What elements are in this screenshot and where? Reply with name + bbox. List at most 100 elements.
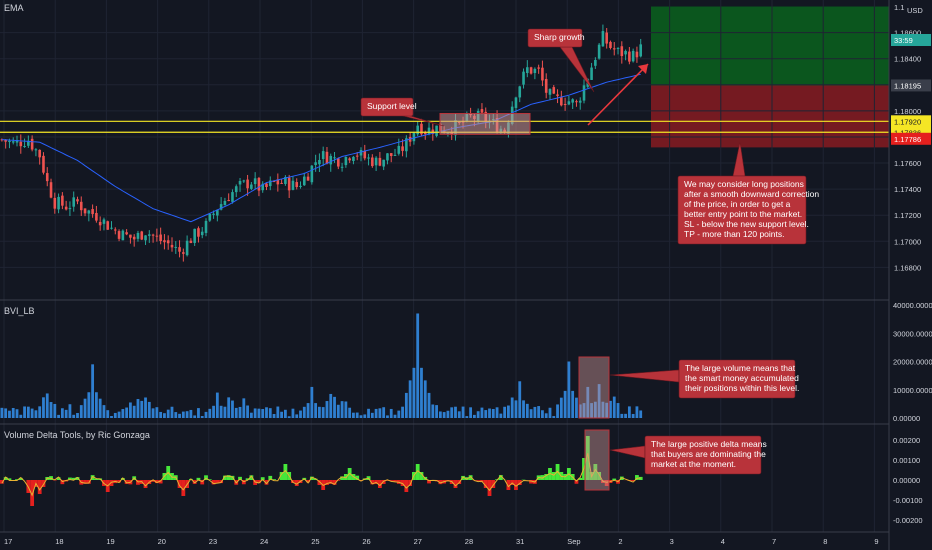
candle-body[interactable] [427, 127, 431, 135]
candle-body[interactable] [548, 88, 552, 95]
candle-body[interactable] [631, 50, 635, 62]
candle-body[interactable] [4, 139, 7, 142]
candle-body[interactable] [544, 78, 548, 93]
candle-body[interactable] [514, 97, 518, 108]
candle-body[interactable] [253, 178, 257, 185]
candle-body[interactable] [216, 209, 219, 216]
candle-body[interactable] [272, 180, 276, 182]
candle-body[interactable] [144, 235, 147, 241]
candle-body[interactable] [355, 155, 359, 157]
candle-body[interactable] [42, 155, 45, 173]
candles[interactable] [0, 24, 643, 262]
candle-body[interactable] [480, 109, 484, 113]
candle-body[interactable] [393, 154, 397, 156]
volume-callout-box[interactable] [678, 359, 796, 399]
candle-body[interactable] [125, 232, 128, 235]
candle-body[interactable] [412, 132, 416, 142]
candle-body[interactable] [628, 51, 631, 62]
candle-body[interactable] [68, 208, 72, 210]
delta-pane-title[interactable]: Volume Delta Tools, by Ric Gonzaga [4, 430, 150, 440]
time-axis[interactable]: 17 18 19 20 23 24 25 26 27 28 31 Sep 2 3 4 7 8 9 [4, 537, 879, 546]
sharp-growth-callout-box[interactable] [527, 28, 583, 48]
candle-body[interactable] [529, 67, 533, 74]
candle-body[interactable] [132, 236, 136, 240]
stop-loss-box[interactable] [651, 85, 889, 148]
candle-body[interactable] [27, 140, 30, 146]
candle-body[interactable] [242, 180, 246, 182]
candle-body[interactable] [276, 179, 280, 185]
support-level-callout-box[interactable] [360, 97, 414, 117]
candle-body[interactable] [363, 151, 367, 159]
candle-body[interactable] [612, 48, 616, 50]
candle-body[interactable] [609, 41, 612, 48]
candle-body[interactable] [541, 67, 544, 81]
candle-body[interactable] [79, 201, 83, 211]
take-profit-box[interactable] [651, 6, 889, 86]
candle-body[interactable] [371, 157, 374, 167]
candle-body[interactable] [567, 101, 571, 105]
candle-body[interactable] [314, 162, 317, 166]
candle-body[interactable] [401, 146, 404, 151]
candle-body[interactable] [601, 31, 605, 47]
candle-body[interactable] [295, 182, 299, 188]
candle-body[interactable] [91, 209, 94, 215]
candle-body[interactable] [299, 185, 302, 187]
candle-body[interactable] [639, 44, 643, 57]
candle-body[interactable] [578, 100, 582, 103]
candle-body[interactable] [287, 177, 291, 191]
candle-body[interactable] [416, 125, 419, 135]
candle-body[interactable] [200, 231, 204, 236]
candle-body[interactable] [178, 247, 181, 252]
candle-body[interactable] [38, 149, 41, 158]
candle-body[interactable] [302, 176, 306, 186]
candle-body[interactable] [223, 200, 227, 206]
candle-body[interactable] [624, 50, 627, 55]
candle-body[interactable] [23, 145, 26, 147]
candle-body[interactable] [526, 67, 529, 74]
candle-body[interactable] [57, 196, 60, 210]
candle-body[interactable] [151, 234, 155, 236]
candle-body[interactable] [571, 99, 574, 103]
candle-body[interactable] [374, 157, 378, 166]
candle-body[interactable] [605, 32, 608, 44]
candle-body[interactable] [208, 213, 212, 221]
candle-body[interactable] [113, 229, 117, 231]
candle-body[interactable] [117, 231, 121, 239]
candle-body[interactable] [620, 46, 624, 57]
candle-body[interactable] [193, 228, 196, 243]
candle-body[interactable] [321, 151, 325, 160]
candle-body[interactable] [329, 155, 333, 165]
candle-body[interactable] [333, 157, 336, 159]
candle-body[interactable] [635, 51, 639, 58]
candle-body[interactable] [219, 204, 223, 210]
candle-body[interactable] [348, 158, 351, 161]
candle-body[interactable] [552, 87, 556, 94]
candle-body[interactable] [616, 47, 620, 49]
candle-body[interactable] [382, 159, 385, 167]
candle-body[interactable] [522, 71, 525, 85]
candle-body[interactable] [166, 240, 170, 244]
candle-body[interactable] [129, 234, 132, 238]
candle-body[interactable] [140, 231, 144, 240]
candle-body[interactable] [318, 159, 321, 165]
candle-body[interactable] [344, 156, 348, 166]
candle-body[interactable] [257, 177, 261, 191]
main-pane-title[interactable]: EMA [4, 3, 24, 13]
volume-pane-title[interactable]: BVI_LB [4, 306, 35, 316]
candle-body[interactable] [537, 67, 540, 69]
candle-body[interactable] [533, 68, 537, 74]
candle-body[interactable] [174, 246, 178, 248]
candle-body[interactable] [110, 227, 113, 229]
candle-body[interactable] [61, 195, 64, 206]
candle-body[interactable] [227, 200, 230, 202]
candle-body[interactable] [261, 183, 265, 191]
candle-body[interactable] [30, 138, 34, 150]
candle-body[interactable] [405, 138, 408, 152]
candle-body[interactable] [389, 153, 393, 157]
candle-body[interactable] [64, 206, 68, 210]
candle-body[interactable] [212, 213, 215, 215]
candle-body[interactable] [420, 123, 423, 135]
delta-callout-box[interactable] [644, 435, 762, 475]
candle-body[interactable] [359, 150, 363, 156]
candle-body[interactable] [72, 197, 76, 207]
